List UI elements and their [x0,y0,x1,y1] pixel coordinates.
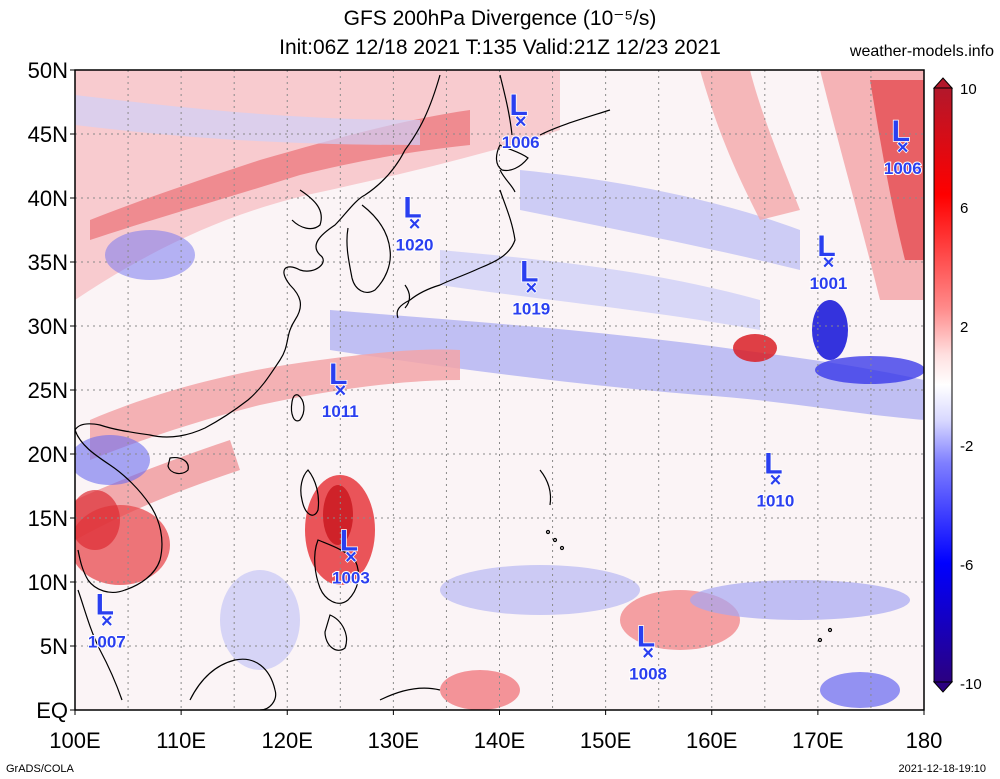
lon-tick-label: 150E [580,728,631,753]
low-pressure-centers: L×1006 L×1006L×1020L×1019L×1001L×1011L×10… [87,88,923,685]
lon-tick-label: 170E [792,728,843,753]
lat-tick-label: 10N [28,570,68,595]
low-pressure-value: 1010 [757,492,795,511]
low-center-mark: × [334,380,346,402]
low-symbol: L [764,448,782,481]
lat-tick-label: 5N [40,634,68,659]
low-center: L×1019 [511,255,551,320]
low-center-mark: × [823,252,835,274]
low-center-mark: × [770,470,782,492]
low-center-mark: × [642,642,654,664]
low-center: L×1020 [395,191,435,256]
lat-tick-label: EQ [36,698,68,723]
lon-tick-label: 130E [368,728,419,753]
low-center-mark: × [409,214,421,236]
low-symbol: L [96,588,114,621]
low-symbol: L [637,620,655,653]
low-center-mark: × [515,111,527,133]
low-pressure-value: 1006 [884,159,922,178]
low-symbol: L [340,524,358,557]
lat-tick-label: 40N [28,186,68,211]
footer-timestamp: 2021-12-18-19:10 [898,763,986,775]
longitude-axis: 100E 110E 120E 130E 140E 150E 160E 170E 180 [49,710,942,753]
low-center: L×1003 [331,524,371,589]
low-symbol: L [817,230,835,263]
colorbar-label: 6 [960,200,968,217]
low-pressure-value: 1007 [88,632,126,651]
low-symbol: L [510,89,528,122]
lat-tick-label: 20N [28,442,68,467]
lon-tick-label: 140E [474,728,525,753]
lon-tick-label: 110E [156,728,206,753]
colorbar-label: -2 [960,438,973,455]
low-pressure-value: 1003 [332,568,370,587]
lon-tick-label: 120E [262,728,313,753]
low-center: L×1011 [321,357,360,422]
low-symbol: L [520,256,538,289]
low-symbol: L [329,358,347,391]
divergence-field [75,70,924,710]
lat-tick-label: 35N [28,250,68,275]
low-pressure-value: 1001 [810,274,848,293]
low-pressure-value: 1008 [629,664,667,683]
low-pressure-value: 1011 [322,402,359,421]
low-center-mark: × [525,278,537,300]
lat-tick-label: 45N [28,122,68,147]
low-center-mark: × [101,610,113,632]
lat-tick-label: 25N [28,378,68,403]
low-center: L×1007 [87,588,127,653]
footer-software: GrADS/COLA [6,763,74,775]
low-center-mark: × [897,137,909,159]
low-pressure-value: 1020 [396,236,434,255]
low-center: L×1008 [628,620,668,685]
colorbar-label: 2 [960,319,968,336]
low-center: L×1010 [756,447,796,512]
low-center: L×1006 [501,88,541,153]
low-pressure-value: 1019 [512,300,550,319]
low-pressure-value: 1006 [502,133,540,152]
coastlines [75,74,833,710]
colorbar-label: -6 [960,557,973,574]
map-subtitle: Init:06Z 12/18 2021 T:135 Valid:21Z 12/2… [279,36,721,59]
low-symbol: L [892,115,910,148]
low-center: L×1006 [883,114,923,179]
lon-tick-label: 160E [686,728,737,753]
low-center-mark: × [345,546,357,568]
map-title: GFS 200hPa Divergence (10⁻⁵/s) [343,7,657,30]
site-credit: weather-models.info [849,43,994,60]
colorbar: 10 6 2 -2 -6 -10 [932,77,982,693]
low-center: L×1001 [809,229,849,294]
lat-tick-label: 30N [28,314,68,339]
lon-tick-label: 100E [49,728,100,753]
lon-tick-label: 180 [906,728,943,753]
colorbar-label: 10 [960,81,977,98]
lat-tick-label: 15N [28,506,68,531]
lat-tick-label: 50N [28,58,68,83]
latitude-axis: 50N 45N 40N 35N 30N 25N 20N 15N 10N 5N EQ [28,58,75,723]
low-symbol: L [403,192,421,225]
colorbar-label: -10 [960,676,982,693]
